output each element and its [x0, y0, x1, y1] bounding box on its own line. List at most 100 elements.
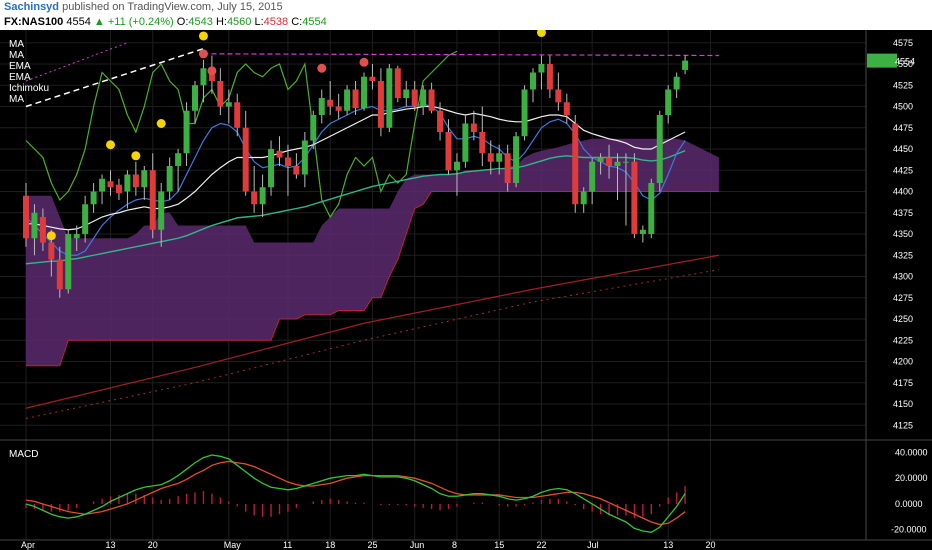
- candle-body: [656, 115, 663, 183]
- candle-body: [639, 229, 646, 234]
- candle-body: [589, 161, 596, 192]
- candle-body: [183, 110, 190, 154]
- low-label: L:: [254, 16, 264, 28]
- publisher-line: Sachinsyd published on TradingView.com, …: [4, 1, 283, 13]
- candle-body: [200, 68, 207, 86]
- macd-pane: [25, 454, 686, 533]
- candle-body: [470, 123, 477, 132]
- time-tick-label: 13: [106, 540, 116, 550]
- chart-area[interactable]: 4575 4550 4525 4500 4475 4450 4425 4400 4375 4350…: [0, 30, 932, 550]
- price-tick-label: 4150: [893, 399, 913, 409]
- signal-marker-yellow: [46, 231, 56, 241]
- candle-body: [234, 102, 241, 128]
- candle-body: [327, 99, 334, 107]
- open-label: O:: [176, 16, 189, 28]
- price-tick-label: 4400: [893, 187, 913, 197]
- symbol-quote-line: FX:NAS100 4554 ▲ +11 (+0.24%) O:4543 H:4…: [4, 16, 327, 28]
- price-tick-label: 4550: [893, 59, 913, 69]
- author-link[interactable]: Sachinsyd: [4, 1, 60, 13]
- current-price-value: 4554: [895, 57, 915, 67]
- candle-body: [386, 68, 393, 128]
- signal-marker-red: [207, 66, 217, 76]
- time-tick-label: May: [224, 540, 242, 550]
- candle-body: [242, 127, 249, 192]
- indicator-label: MA: [9, 39, 24, 50]
- candle-body: [614, 161, 621, 166]
- candle-body: [530, 72, 536, 90]
- close-value: 4554: [302, 16, 327, 28]
- candle-body: [504, 153, 511, 183]
- candle-body: [82, 204, 89, 234]
- candle-body: [335, 106, 342, 111]
- macd-tick-label: 0.0000: [895, 499, 923, 509]
- indicator-label: Ichimoku: [9, 83, 49, 94]
- signal-marker-red: [198, 49, 208, 59]
- time-tick-label: Jul: [587, 540, 599, 550]
- price-tick-label: 4350: [893, 229, 913, 239]
- candle-body: [31, 212, 38, 239]
- signal-marker-red: [359, 57, 369, 67]
- candle-body: [107, 181, 114, 188]
- signal-marker-yellow: [198, 31, 208, 41]
- candle-body: [563, 102, 570, 115]
- candle-body: [310, 115, 317, 141]
- signal-marker-yellow: [131, 151, 141, 161]
- candle-body: [166, 166, 173, 192]
- candle-body: [361, 76, 367, 109]
- candles: [23, 55, 689, 298]
- price-tick-label: 4175: [893, 378, 913, 388]
- candle-body: [132, 174, 139, 188]
- candle-body: [99, 178, 106, 192]
- low-value: 4538: [263, 16, 289, 28]
- price-tick-label: 4275: [893, 293, 913, 303]
- candle-body: [648, 183, 655, 234]
- macd-line: [25, 454, 686, 533]
- candle-body: [673, 76, 680, 90]
- candle-body: [487, 153, 494, 162]
- time-tick-label: 11: [283, 540, 292, 550]
- candle-body: [149, 170, 156, 230]
- candle-body: [572, 123, 579, 205]
- candle-body: [217, 81, 224, 107]
- indicator-label: EMA: [9, 61, 31, 72]
- open-value: 4543: [188, 16, 213, 28]
- candle-body: [251, 191, 258, 205]
- candle-body: [555, 89, 562, 103]
- price-tick-label: 4425: [893, 165, 913, 175]
- price-tick-label: 4500: [893, 102, 913, 112]
- change-value: +11 (+0.24%): [107, 16, 174, 28]
- time-tick-label: 13: [663, 540, 673, 550]
- price-tick-label: 4475: [893, 123, 913, 133]
- candle-body: [453, 161, 460, 171]
- close-label: C:: [291, 16, 303, 28]
- price-tick-label: 4125: [893, 420, 913, 430]
- candle-body: [369, 76, 376, 81]
- price-tick-label: 4375: [893, 208, 913, 218]
- price-tick-label: 4450: [893, 144, 913, 154]
- high-label: H:: [215, 16, 227, 28]
- price-tick-label: 4525: [893, 80, 913, 90]
- candle-body: [284, 157, 291, 166]
- signal-marker-red: [317, 63, 327, 73]
- publish-header: Sachinsyd published on TradingView.com, …: [0, 0, 932, 30]
- time-tick-label: Jun: [410, 540, 425, 550]
- red-trend-line: [25, 254, 720, 409]
- time-tick-label: 22: [536, 540, 546, 550]
- candle-body: [682, 60, 689, 70]
- signal-marker-yellow: [156, 119, 166, 128]
- resistance-line: [203, 53, 719, 57]
- candle-body: [73, 234, 80, 239]
- time-tick-label: 18: [325, 540, 335, 550]
- candle-body: [546, 64, 553, 90]
- candle-body: [175, 153, 182, 166]
- price-tick-label: 4225: [893, 335, 913, 345]
- candle-body: [377, 81, 384, 128]
- ichimoku-lagging-span: [25, 50, 458, 219]
- high-value: 4560: [226, 16, 252, 28]
- ichimoku-cloud: [26, 138, 719, 366]
- candle-body: [276, 150, 283, 158]
- symbol-label[interactable]: FX:NAS100: [4, 16, 64, 28]
- indicator-label: EMA: [9, 72, 31, 83]
- candle-body: [90, 191, 97, 205]
